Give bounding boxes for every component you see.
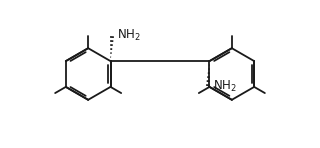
Text: NH$_2$: NH$_2$ xyxy=(213,79,237,94)
Text: NH$_2$: NH$_2$ xyxy=(117,28,141,43)
